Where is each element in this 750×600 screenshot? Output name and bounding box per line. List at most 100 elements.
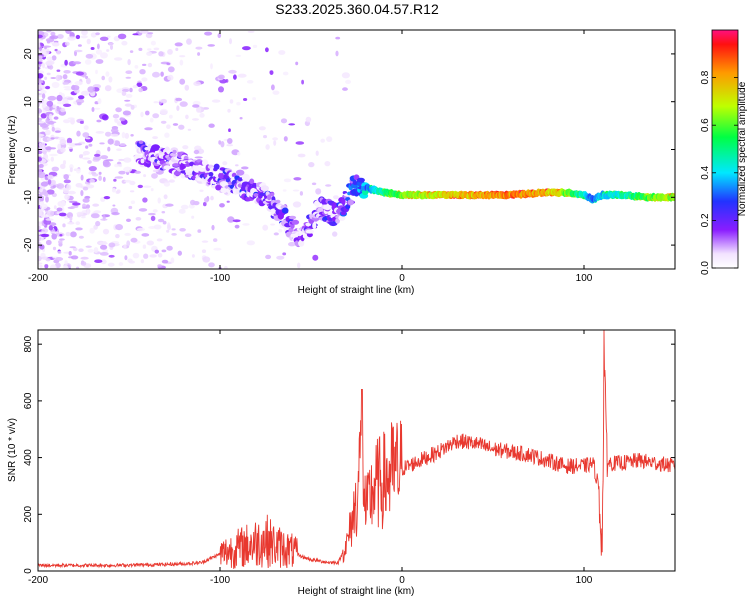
heatmap-noise-cell	[47, 174, 54, 180]
heatmap-ridge-cell	[288, 215, 297, 220]
heatmap-noise-cell	[63, 70, 71, 74]
heatmap-noise-cell	[38, 43, 41, 49]
heatmap-noise-cell	[301, 79, 304, 85]
x-tick-label: -100	[210, 575, 230, 586]
heatmap-ridge-cell	[338, 215, 346, 221]
heatmap-noise-cell	[57, 34, 64, 39]
heatmap-noise-cell	[68, 146, 73, 149]
heatmap-noise-cell	[45, 118, 49, 124]
heatmap-noise-cell	[332, 231, 338, 237]
heatmap-noise-cell	[80, 261, 87, 266]
heatmap-noise-cell	[40, 113, 47, 119]
heatmap-noise-cell	[140, 259, 145, 264]
heatmap-noise-cell	[80, 256, 89, 260]
heatmap-noise-cell	[38, 61, 43, 65]
heatmap-noise-cell	[311, 182, 317, 186]
heatmap-noise-cell	[46, 100, 54, 107]
heatmap-noise-cell	[141, 233, 150, 237]
heatmap-noise-cell	[97, 43, 100, 50]
heatmap-noise-cell	[166, 245, 173, 251]
heatmap-noise-cell	[186, 38, 192, 45]
heatmap-noise-cell	[91, 171, 96, 175]
heatmap-noise-cell	[72, 61, 82, 65]
heatmap-noise-cell	[138, 87, 143, 93]
heatmap-noise-cell	[86, 77, 91, 85]
heatmap-noise-cell	[132, 252, 140, 259]
heatmap-noise-cell	[150, 215, 156, 222]
heatmap-noise-cell	[56, 50, 61, 55]
y-tick-label: 200	[23, 506, 34, 523]
heatmap-noise-cell	[40, 233, 49, 238]
heatmap-ridge-cell	[249, 178, 255, 185]
heatmap-noise-cell	[57, 143, 62, 150]
heatmap-noise-cell	[108, 254, 115, 258]
heatmap-noise-cell	[100, 52, 108, 59]
heatmap-ridge-cell	[241, 173, 250, 181]
heatmap-noise-cell	[107, 146, 111, 152]
heatmap-noise-cell	[50, 231, 59, 234]
heatmap-noise-cell	[270, 223, 275, 226]
heatmap-noise-cell	[38, 225, 41, 230]
heatmap-noise-cell	[175, 97, 183, 102]
heatmap-noise-cell	[44, 129, 51, 136]
heatmap-noise-cell	[100, 218, 108, 221]
heatmap-noise-cell	[201, 240, 209, 243]
x-tick-label: -100	[210, 273, 230, 284]
heatmap-noise-cell	[76, 101, 82, 106]
heatmap-noise-cell	[235, 169, 245, 176]
heatmap-noise-cell	[121, 131, 126, 139]
heatmap-noise-cell	[146, 51, 153, 56]
heatmap-noise-cell	[100, 197, 106, 202]
heatmap-ridge-cell	[163, 165, 171, 170]
heatmap-noise-cell	[45, 85, 51, 90]
heatmap-noise-cell	[235, 164, 239, 167]
heatmap-noise-cell	[38, 150, 43, 155]
heatmap-noise-cell	[77, 44, 82, 47]
heatmap-noise-cell	[160, 71, 164, 77]
heatmap-noise-cell	[147, 32, 154, 35]
heatmap-noise-cell	[170, 257, 175, 264]
heatmap-noise-cell	[40, 89, 47, 94]
heatmap-noise-cell	[56, 207, 63, 212]
heatmap-noise-cell	[101, 114, 109, 121]
heatmap-noise-cell	[100, 155, 109, 160]
heatmap-noise-cell	[55, 130, 61, 133]
heatmap-noise-cell	[265, 47, 269, 53]
heatmap-noise-cell	[129, 87, 133, 93]
heatmap-noise-cell	[130, 104, 135, 110]
heatmap-noise-cell	[143, 253, 149, 259]
heatmap-ridge-cell	[184, 163, 191, 167]
heatmap-noise-cell	[113, 178, 117, 182]
heatmap-noise-cell	[39, 186, 43, 193]
heatmap-noise-cell	[129, 50, 134, 53]
heatmap-ridge-cell	[172, 149, 177, 154]
heatmap-noise-cell	[62, 265, 69, 269]
heatmap-noise-cell	[179, 55, 186, 58]
y-tick-label: 600	[23, 392, 34, 409]
heatmap-noise-cell	[258, 126, 266, 131]
heatmap-noise-cell	[38, 200, 41, 206]
heatmap-noise-cell	[219, 203, 225, 208]
heatmap-noise-cell	[158, 51, 164, 57]
heatmap-noise-cell	[157, 218, 165, 223]
heatmap-noise-cell	[184, 233, 192, 237]
heatmap-noise-cell	[65, 30, 72, 34]
heatmap-noise-cell	[124, 232, 131, 236]
heatmap-noise-cell	[320, 138, 326, 143]
colorbar-tick-label: 0.8	[700, 70, 711, 84]
heatmap-noise-cell	[63, 86, 72, 89]
heatmap-noise-cell	[191, 254, 195, 258]
heatmap-noise-cell	[208, 262, 215, 268]
heatmap-noise-cell	[41, 214, 49, 218]
heatmap-noise-cell	[299, 191, 303, 196]
heatmap-noise-cell	[60, 206, 65, 213]
heatmap-noise-cell	[90, 32, 97, 38]
heatmap-ridge-cell	[298, 239, 305, 247]
heatmap-noise-cell	[237, 73, 247, 78]
heatmap-noise-cell	[232, 219, 241, 223]
heatmap-noise-cell	[93, 247, 99, 254]
heatmap-noise-cell	[123, 157, 132, 163]
heatmap-noise-cell	[115, 234, 120, 239]
